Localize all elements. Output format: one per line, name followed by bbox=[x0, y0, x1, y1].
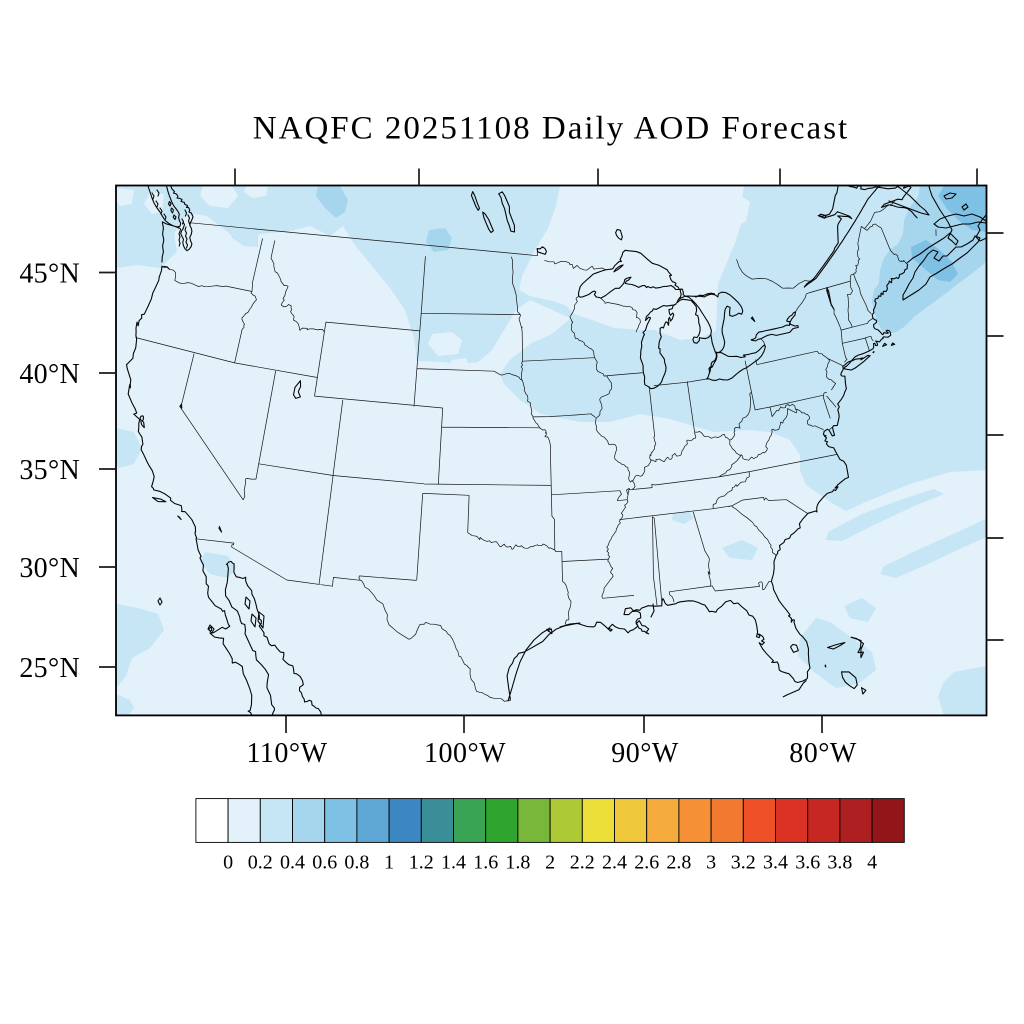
svg-text:0.8: 0.8 bbox=[344, 852, 369, 874]
svg-text:3.2: 3.2 bbox=[731, 852, 756, 874]
svg-text:90°W: 90°W bbox=[611, 738, 679, 769]
svg-text:4: 4 bbox=[867, 852, 877, 874]
svg-text:3.4: 3.4 bbox=[763, 852, 788, 874]
svg-text:1.6: 1.6 bbox=[473, 852, 498, 874]
svg-text:45°N: 45°N bbox=[19, 259, 80, 290]
svg-text:3.6: 3.6 bbox=[795, 852, 820, 874]
svg-text:2: 2 bbox=[545, 852, 555, 874]
svg-text:3: 3 bbox=[706, 852, 716, 874]
svg-text:0.6: 0.6 bbox=[312, 852, 337, 874]
svg-text:2.4: 2.4 bbox=[602, 852, 627, 874]
svg-text:100°W: 100°W bbox=[424, 738, 506, 769]
svg-text:1.8: 1.8 bbox=[505, 852, 530, 874]
svg-text:35°N: 35°N bbox=[19, 455, 80, 486]
svg-text:0.4: 0.4 bbox=[280, 852, 305, 874]
svg-text:25°N: 25°N bbox=[19, 653, 80, 684]
svg-text:2.8: 2.8 bbox=[666, 852, 691, 874]
svg-text:110°W: 110°W bbox=[246, 738, 327, 769]
svg-text:1.2: 1.2 bbox=[409, 852, 434, 874]
svg-text:3.8: 3.8 bbox=[827, 852, 852, 874]
svg-text:80°W: 80°W bbox=[789, 738, 857, 769]
svg-text:30°N: 30°N bbox=[19, 553, 80, 584]
svg-text:0.2: 0.2 bbox=[248, 852, 273, 874]
svg-text:2.2: 2.2 bbox=[570, 852, 595, 874]
svg-text:2.6: 2.6 bbox=[634, 852, 659, 874]
svg-text:1.4: 1.4 bbox=[441, 852, 466, 874]
svg-text:NAQFC 20251108 Daily AOD Forec: NAQFC 20251108 Daily AOD Forecast bbox=[253, 111, 849, 147]
svg-text:0: 0 bbox=[223, 852, 233, 874]
svg-text:40°N: 40°N bbox=[19, 359, 80, 390]
svg-text:1: 1 bbox=[384, 852, 394, 874]
